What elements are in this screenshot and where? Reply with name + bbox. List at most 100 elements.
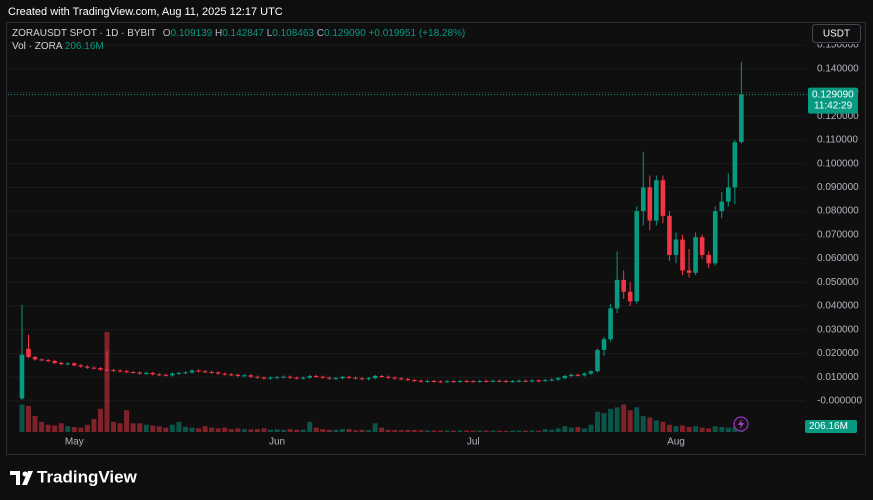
candle-body — [346, 376, 352, 378]
candle-body — [85, 366, 90, 368]
logo-text: TradingView — [37, 467, 138, 486]
candle-body — [608, 308, 613, 340]
volume-bar — [228, 429, 234, 432]
currency[interactable]: USDT — [823, 29, 850, 40]
volume-bar — [202, 426, 208, 432]
candle-body — [176, 372, 182, 374]
volume-bar — [424, 430, 430, 432]
y-tick-label: 0.070000 — [817, 229, 859, 240]
volume-bar — [509, 430, 515, 432]
volume-bar — [588, 424, 594, 432]
volume-bar — [601, 413, 607, 432]
chart-frame — [6, 22, 866, 455]
candle-body — [438, 381, 443, 383]
volume-last: 206.16M — [65, 41, 104, 52]
candle-body — [477, 380, 483, 382]
candle-body — [209, 371, 214, 373]
volume-bar — [39, 421, 45, 432]
volume-bar — [444, 430, 450, 432]
candle-body — [562, 376, 568, 379]
volume-bar — [614, 407, 620, 432]
price-pane — [19, 61, 744, 400]
y-tick-label: 0.040000 — [817, 301, 859, 312]
volume-bar — [608, 408, 614, 432]
event-icon-bolt — [738, 419, 744, 429]
change: +0.019951 (+18.28%) — [369, 28, 466, 39]
volume-label: 206.16M — [809, 421, 848, 432]
candle-body — [320, 376, 326, 378]
volume-bar — [222, 427, 228, 432]
logo-dot — [22, 471, 28, 477]
volume-bar — [65, 426, 71, 432]
volume-bar — [680, 425, 686, 432]
volume-bar — [215, 428, 221, 432]
volume-bar — [647, 417, 653, 432]
volume-bar — [281, 429, 287, 432]
candle-body — [58, 362, 64, 365]
candle-body — [582, 373, 587, 376]
y-tick-label: 0.100000 — [817, 158, 859, 169]
volume-bar — [97, 408, 103, 432]
candle-body — [372, 376, 378, 379]
open-value: 0.109139 — [170, 28, 212, 39]
volume-bar — [19, 404, 25, 432]
candle-body — [353, 377, 358, 379]
volume-bar — [732, 426, 738, 432]
candle-body — [719, 201, 725, 212]
volume-bar — [431, 430, 437, 432]
volume-label-box — [805, 420, 857, 433]
candle-body — [654, 180, 659, 221]
volume-bar — [366, 429, 372, 432]
candle-body — [143, 372, 149, 374]
candle-body — [510, 381, 515, 383]
low-label: L — [267, 28, 273, 39]
y-tick-label: 0.050000 — [817, 277, 859, 288]
volume-bar — [660, 421, 666, 432]
volume-bar — [287, 429, 293, 432]
last-price-label: 0.129090 — [812, 89, 854, 100]
volume-bar — [182, 426, 188, 432]
candle-body — [555, 378, 561, 380]
volume-bar — [712, 426, 718, 432]
candle-body — [523, 380, 528, 382]
volume-bar — [568, 427, 574, 432]
y-tick-label: 0.080000 — [817, 206, 859, 217]
volume-bar — [320, 429, 326, 432]
candle-body — [627, 291, 633, 302]
volume-bar — [111, 421, 117, 432]
candle-body — [647, 187, 653, 221]
candle-body — [202, 371, 208, 373]
y-tick-label: -0.000000 — [817, 396, 862, 407]
candle-body — [359, 378, 365, 380]
candle-body — [588, 371, 594, 374]
candle-body — [385, 376, 391, 378]
volume-bar — [209, 427, 215, 432]
candle-body — [516, 380, 522, 382]
candle-body — [542, 380, 548, 382]
y-tick-label: 0.120000 — [817, 111, 859, 122]
y-tick-label: 0.090000 — [817, 182, 859, 193]
volume-bar — [307, 421, 313, 432]
candle-body — [732, 142, 738, 188]
volume-bar — [78, 427, 84, 432]
volume-bar — [627, 410, 633, 432]
candle-body — [39, 359, 44, 361]
candle-body — [614, 279, 620, 309]
close-label: C — [317, 28, 324, 39]
volume-bar — [163, 427, 169, 432]
x-tick-label: May — [65, 437, 84, 448]
candle-body — [313, 376, 319, 378]
volume-name: Vol · ZORA — [12, 41, 63, 52]
volume-bar — [267, 429, 273, 432]
candle-body — [137, 372, 142, 374]
volume-bar — [156, 426, 162, 432]
high-label: H — [215, 28, 222, 39]
volume-bar — [686, 426, 692, 432]
volume-bar — [235, 428, 241, 432]
candle-body — [412, 380, 417, 382]
candle-body — [621, 279, 626, 292]
candle-body — [124, 371, 129, 373]
candle-body — [45, 360, 51, 362]
currency-button[interactable] — [812, 24, 861, 43]
